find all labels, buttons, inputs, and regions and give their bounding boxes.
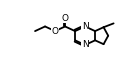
Text: O: O: [52, 27, 59, 36]
Text: N: N: [82, 40, 89, 49]
Text: O: O: [62, 14, 69, 22]
Text: N: N: [82, 22, 89, 31]
